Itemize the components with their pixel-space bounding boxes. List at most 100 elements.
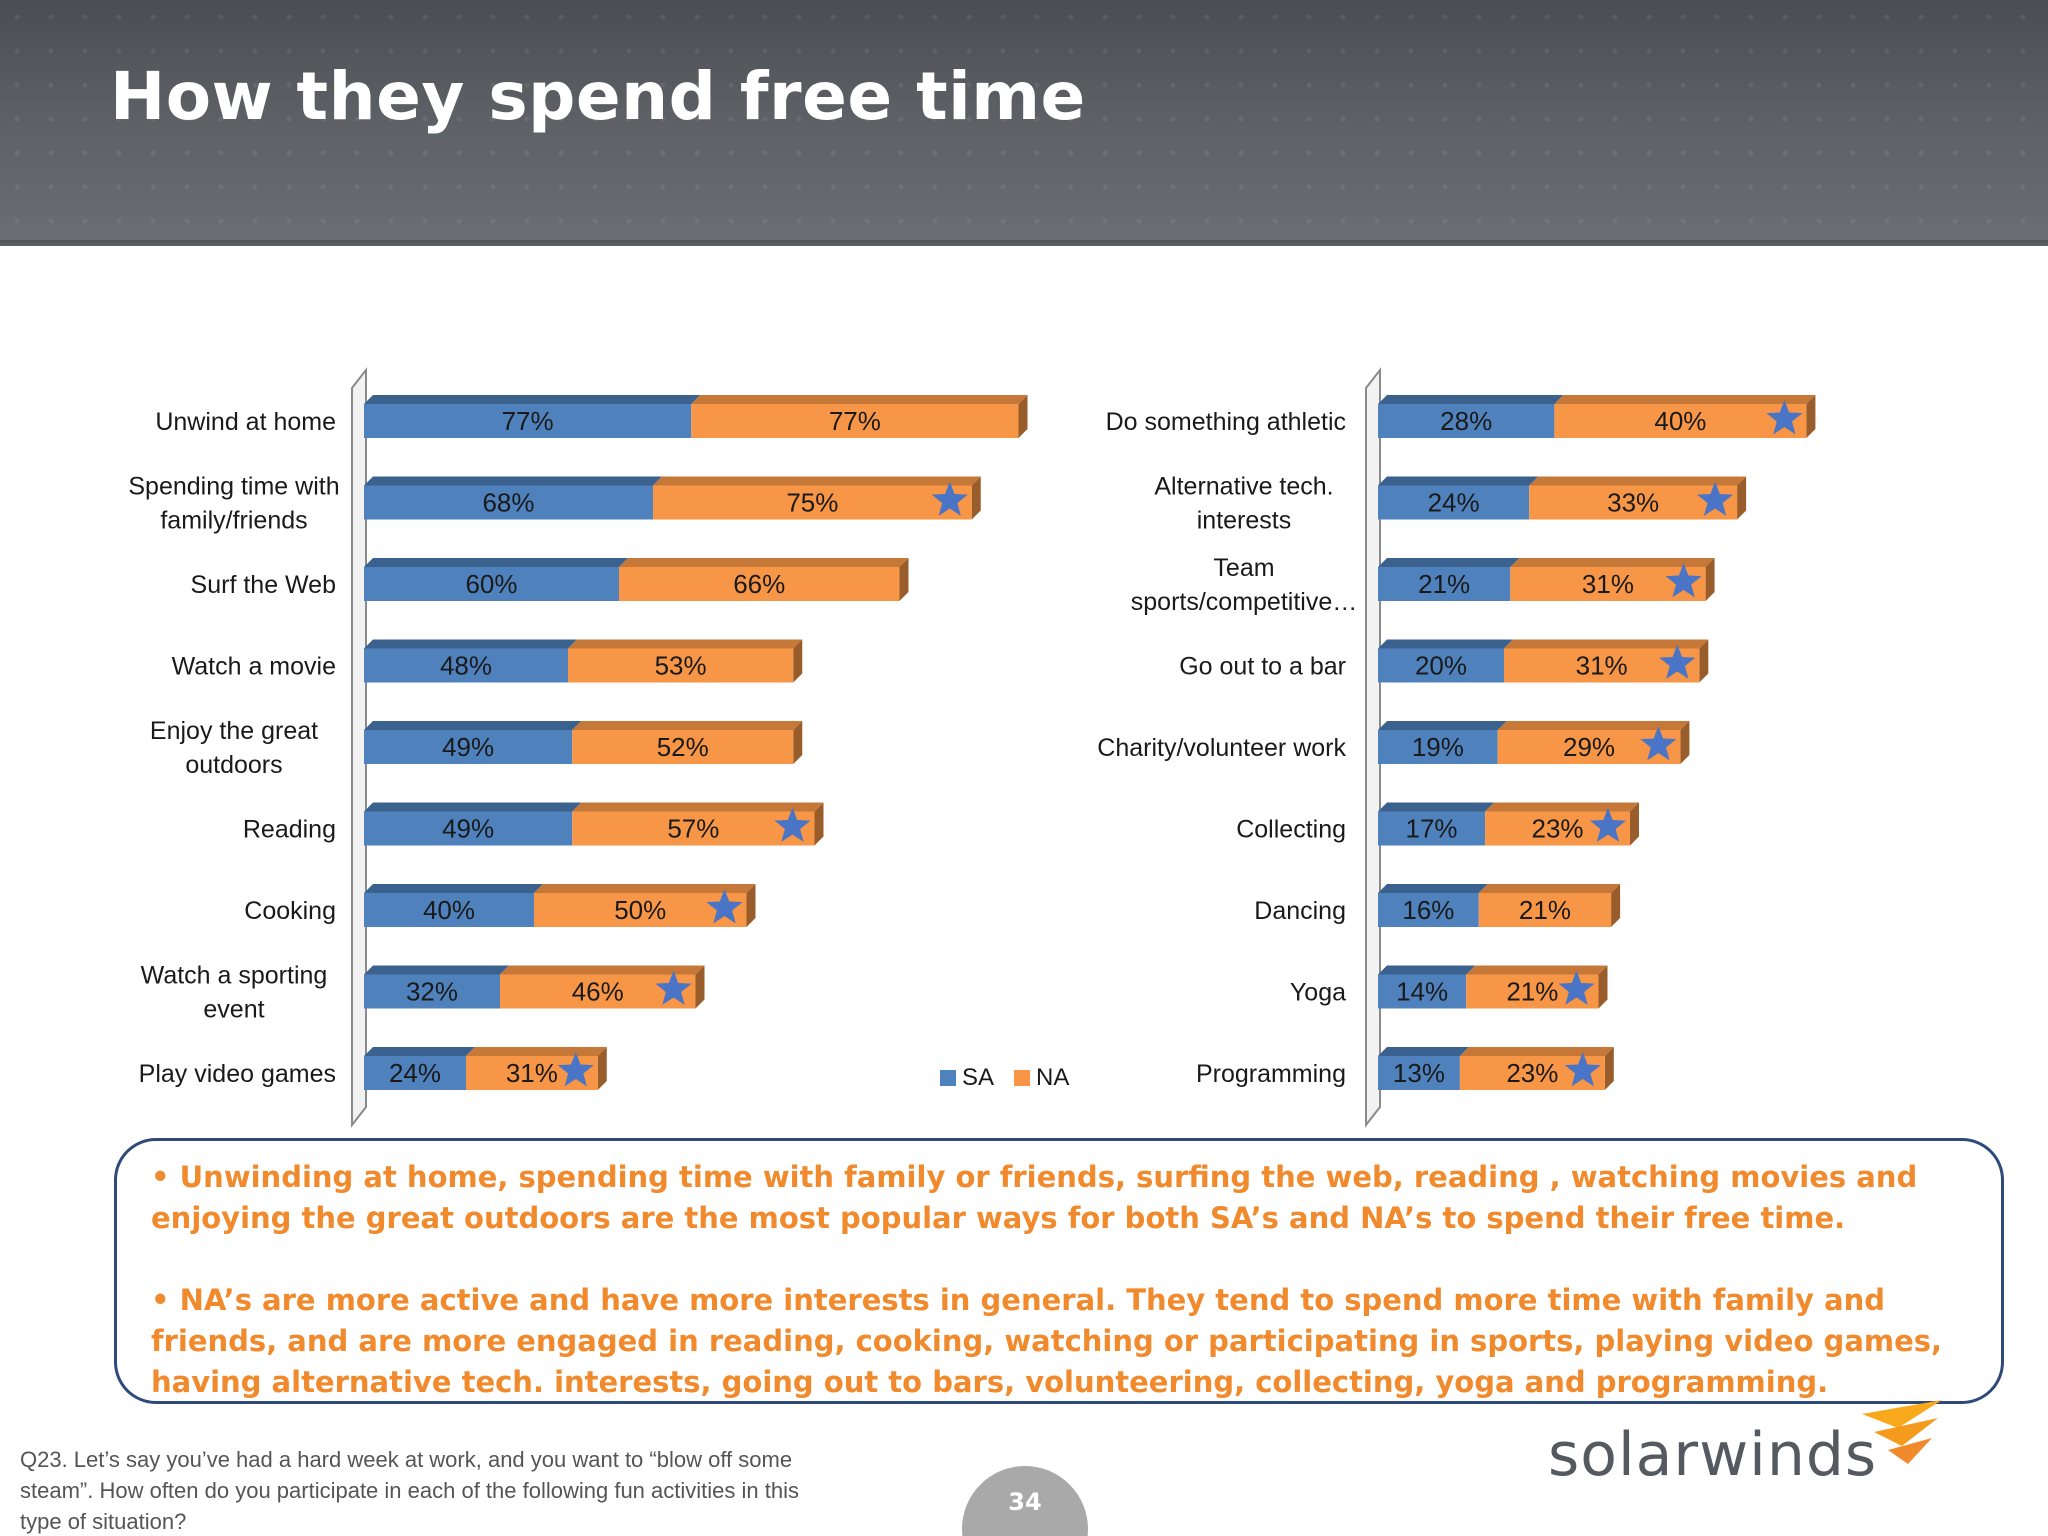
data-label-na: 75%: [786, 488, 838, 518]
star-icon: [706, 889, 743, 924]
data-label-na: 77%: [829, 406, 881, 436]
bar-na: [1554, 404, 1807, 438]
category-label: Alternative tech. interests: [1154, 473, 1333, 535]
category-label: Watch a sporting event: [141, 962, 328, 1024]
bar-side-na: [1018, 395, 1028, 438]
bar-top-na: [466, 1047, 607, 1056]
data-label-sa: 40%: [423, 895, 475, 925]
bar-side-na: [793, 721, 803, 764]
bar-top-na: [1504, 639, 1709, 649]
bar-top-sa: [1378, 965, 1476, 975]
bar-na: [691, 404, 1019, 438]
bar-sa: [364, 1056, 466, 1090]
bar-side-na: [971, 476, 981, 520]
bar-top-na: [1529, 476, 1747, 486]
bar-sa: [1378, 567, 1511, 601]
category-label: Reading: [243, 816, 336, 844]
data-label-sa: 68%: [482, 488, 534, 518]
bar-top-na: [619, 558, 909, 567]
star-icon: [1640, 726, 1677, 761]
key-findings-box: • Unwinding at home, spending time with …: [114, 1138, 2004, 1404]
bar-top-na: [691, 395, 1028, 404]
chart-panel-2: 28% 40% Do something athletic 24% 33% Alterna…: [1097, 367, 1816, 1128]
bar-top-sa: [1378, 476, 1539, 486]
bar-sa: [1378, 893, 1479, 927]
star-icon: [1665, 563, 1702, 598]
bar-side-na: [1705, 558, 1715, 601]
data-label-sa: 60%: [465, 569, 517, 599]
bar-top-na: [1478, 884, 1621, 893]
data-label-sa: 77%: [502, 406, 554, 436]
bar-side-na: [899, 558, 909, 601]
survey-question-footnote: Q23. Let’s say you’ve had a hard week at…: [20, 1447, 799, 1534]
header-banner: How they spend free time: [0, 0, 2048, 246]
star-icon: [1558, 970, 1595, 1005]
bar-top-na: [1485, 802, 1639, 812]
category-label: Surf the Web: [191, 571, 336, 599]
category-label: Charity/volunteer work: [1097, 734, 1346, 762]
data-label-na: 53%: [655, 651, 707, 681]
bar-na: [534, 893, 747, 927]
bar-sa: [1378, 811, 1486, 846]
data-label-sa: 49%: [442, 814, 494, 844]
data-label-na: 66%: [733, 569, 785, 599]
bar-na: [572, 730, 794, 764]
bar-top-sa: [1378, 884, 1488, 893]
star-icon: [1766, 400, 1803, 435]
bar-top-na: [1510, 558, 1715, 567]
bar-top-sa: [364, 395, 701, 404]
bar-side-na: [695, 965, 705, 1009]
chart-panel-1: 77% 77% Unwind at home 68% 75% Spending time …: [128, 367, 1028, 1128]
bar-top-sa: [1378, 558, 1520, 567]
finding-bullet-1: • Unwinding at home, spending time with …: [151, 1160, 1918, 1235]
bar-na: [572, 811, 815, 846]
legend-label-sa: SA: [962, 1064, 995, 1091]
data-label-na: 21%: [1506, 977, 1558, 1007]
category-label: Play video games: [139, 1060, 336, 1088]
category-label: Cooking: [244, 897, 336, 925]
star-icon: [931, 481, 968, 516]
bar-sa: [364, 811, 573, 846]
data-label-na: 31%: [1582, 569, 1634, 599]
header-shadow: [0, 240, 2048, 246]
star-icon: [774, 807, 811, 842]
bar-side-na: [1630, 802, 1639, 846]
bar-top-sa: [364, 1047, 475, 1056]
data-label-sa: 21%: [1418, 569, 1470, 599]
bar-top-sa: [364, 639, 577, 649]
category-label: Dancing: [1254, 897, 1346, 925]
star-icon: [655, 970, 692, 1005]
data-label-na: 31%: [1576, 651, 1628, 681]
data-label-na: 33%: [1607, 488, 1659, 518]
bar-sa: [1378, 648, 1504, 683]
bar-sa: [1378, 485, 1530, 520]
bar-sa: [1378, 974, 1467, 1009]
bar-top-sa: [364, 802, 582, 812]
star-icon: [1659, 644, 1696, 679]
bar-side-na: [1604, 1047, 1614, 1090]
solarwinds-logo-icon: [1862, 1400, 1942, 1464]
bar-sa: [364, 730, 573, 764]
data-label-na: 57%: [667, 814, 719, 844]
bar-top-sa: [1378, 802, 1495, 812]
bar-charts: 77% 77% Unwind at home 68% 75% Spending time …: [128, 367, 1816, 1128]
category-label: Watch a movie: [172, 653, 336, 681]
bar-top-na: [572, 802, 824, 812]
data-label-na: 50%: [614, 895, 666, 925]
bar-side-na: [793, 639, 803, 683]
bar-na: [619, 567, 900, 601]
bar-na: [1529, 485, 1738, 520]
data-label-sa: 14%: [1396, 977, 1448, 1007]
data-label-sa: 48%: [440, 651, 492, 681]
legend-swatch-na: [1014, 1070, 1031, 1086]
data-label-sa: 19%: [1412, 732, 1464, 762]
category-label: Spending time with family/friends: [128, 473, 339, 535]
bar-side-na: [1680, 721, 1690, 764]
bar-sa: [1378, 730, 1498, 764]
bar-na: [653, 485, 972, 520]
star-icon: [1697, 481, 1734, 516]
category-label: Collecting: [1236, 816, 1346, 844]
data-label-sa: 28%: [1440, 406, 1492, 436]
bar-top-na: [1497, 721, 1690, 730]
solarwinds-logo-text: solarwinds: [1548, 1420, 1878, 1490]
